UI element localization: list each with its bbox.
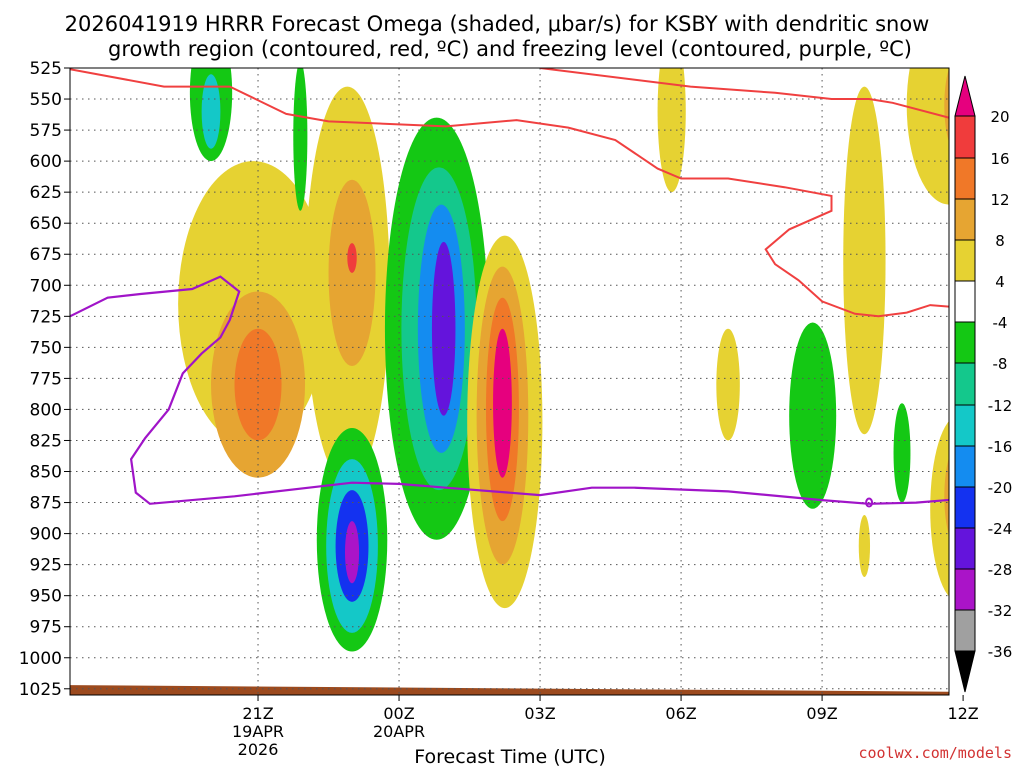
y-tick-label-1000: 1000 <box>19 649 62 669</box>
colorbar-segment-12 <box>954 568 976 611</box>
colorbar-label-10: -24 <box>988 520 1013 538</box>
freezing-level-contour <box>70 275 949 505</box>
x-tick-label-21Z: 21Z <box>242 704 273 723</box>
y-tick-label-950: 950 <box>30 587 62 607</box>
y-tick-label-875: 875 <box>30 494 62 514</box>
y-tick-label-925: 925 <box>30 556 62 576</box>
omega-cell-24 <box>893 403 911 503</box>
colorbar-segment-10 <box>954 486 976 529</box>
gridlines <box>70 68 949 695</box>
x-axis-label: Forecast Time (UTC) <box>414 746 605 768</box>
x-date-label-21Z: 19APR <box>232 722 284 741</box>
colorbar: 20 16 12 8 4 -4 -8 -12 -16 -20 -24 -28 -32 -36 <box>954 75 1013 693</box>
colorbar-label-2: 12 <box>990 191 1009 209</box>
colorbar-label-1: 16 <box>990 150 1009 168</box>
x-date-label-00Z: 20APR <box>373 722 425 741</box>
y-tick-label-550: 550 <box>30 90 62 110</box>
x-tick-label-09Z: 09Z <box>806 704 837 723</box>
freezing-level-loop <box>865 497 874 508</box>
dgz-upper-contour <box>70 68 949 318</box>
colorbar-segment-1 <box>954 115 976 159</box>
omega-cell-27 <box>906 68 949 205</box>
chart-title-line-2: growth region (contoured, red, ºC) and f… <box>108 37 912 61</box>
x-tick-label-12Z: 12Z <box>947 704 978 723</box>
colorbar-segment-4 <box>954 239 976 282</box>
colorbar-label-3: 8 <box>995 232 1005 250</box>
y-axis: 525 550 575 600 625 650 675 700 725 750 775 800 825 8… <box>19 59 70 700</box>
y-tick-label-700: 700 <box>30 276 62 296</box>
plot-frame <box>69 67 950 696</box>
colorbar-segment-3 <box>954 198 976 241</box>
colorbar-segment-7 <box>954 362 976 406</box>
y-tick-label-800: 800 <box>30 400 62 420</box>
x-tick-label-00Z: 00Z <box>383 704 414 723</box>
y-tick-label-750: 750 <box>30 338 62 358</box>
colorbar-segment-2 <box>954 157 976 200</box>
omega-cell-26 <box>858 514 871 578</box>
omega-cell-6 <box>328 179 376 366</box>
colorbar-segment-11 <box>954 527 976 570</box>
y-tick-label-900: 900 <box>30 525 62 545</box>
omega-cell-30 <box>944 457 949 536</box>
y-tick-label-775: 775 <box>30 369 62 389</box>
colorbar-label-6: -8 <box>993 355 1008 373</box>
colorbar-segment-5 <box>954 280 976 323</box>
omega-cell-4 <box>234 328 282 441</box>
x-year-label-21Z: 2026 <box>238 740 279 759</box>
omega-cell-7 <box>347 243 357 273</box>
colorbar-label-9: -20 <box>988 479 1013 497</box>
omega-cell-28 <box>944 68 949 143</box>
y-tick-label-675: 675 <box>30 245 62 265</box>
colorbar-label-4: 4 <box>995 273 1005 291</box>
credit-link[interactable]: coolwx.com/models <box>858 744 1012 762</box>
y-tick-label-975: 975 <box>30 618 62 638</box>
y-tick-label-625: 625 <box>30 183 62 203</box>
colorbar-label-13: -36 <box>988 643 1013 661</box>
dgz-lower-contour <box>539 68 949 119</box>
colorbar-label-11: -28 <box>988 561 1013 579</box>
y-tick-label-650: 650 <box>30 214 62 234</box>
omega-cell-20 <box>493 328 512 478</box>
y-tick-label-575: 575 <box>30 121 62 141</box>
y-tick-label-850: 850 <box>30 463 62 483</box>
omega-shading <box>70 68 949 695</box>
omega-cell-25 <box>843 86 886 435</box>
y-tick-label-1025: 1025 <box>19 680 62 700</box>
colorbar-top-triangle <box>954 75 976 117</box>
omega-cell-23 <box>789 322 837 509</box>
colorbar-label-0: 20 <box>990 108 1009 126</box>
omega-cell-22 <box>716 328 740 441</box>
colorbar-label-8: -16 <box>988 438 1013 456</box>
colorbar-label-12: -32 <box>988 602 1013 620</box>
omega-cell-8 <box>293 68 308 211</box>
y-tick-label-525: 525 <box>30 59 62 79</box>
omega-cell-12 <box>344 521 360 584</box>
colorbar-bottom-triangle <box>954 650 976 693</box>
colorbar-segment-6 <box>954 321 976 364</box>
colorbar-label-5: -4 <box>993 314 1008 332</box>
colorbar-segment-13 <box>954 609 976 652</box>
y-tick-label-825: 825 <box>30 431 62 451</box>
omega-cell-1 <box>201 74 221 149</box>
y-tick-label-600: 600 <box>30 152 62 172</box>
surface-terrain <box>70 685 949 695</box>
colorbar-segment-9 <box>954 445 976 488</box>
y-tick-label-725: 725 <box>30 307 62 327</box>
omega-cell-29 <box>930 420 949 597</box>
colorbar-segment-8 <box>954 404 976 447</box>
x-tick-label-03Z: 03Z <box>524 704 555 723</box>
plot-area <box>70 68 949 695</box>
chart-title-line-1: 2026041919 HRRR Forecast Omega (shaded, … <box>65 12 930 36</box>
contours <box>70 68 949 508</box>
x-tick-label-06Z: 06Z <box>665 704 696 723</box>
omega-cell-16 <box>431 241 456 416</box>
colorbar-label-7: -12 <box>988 397 1013 415</box>
